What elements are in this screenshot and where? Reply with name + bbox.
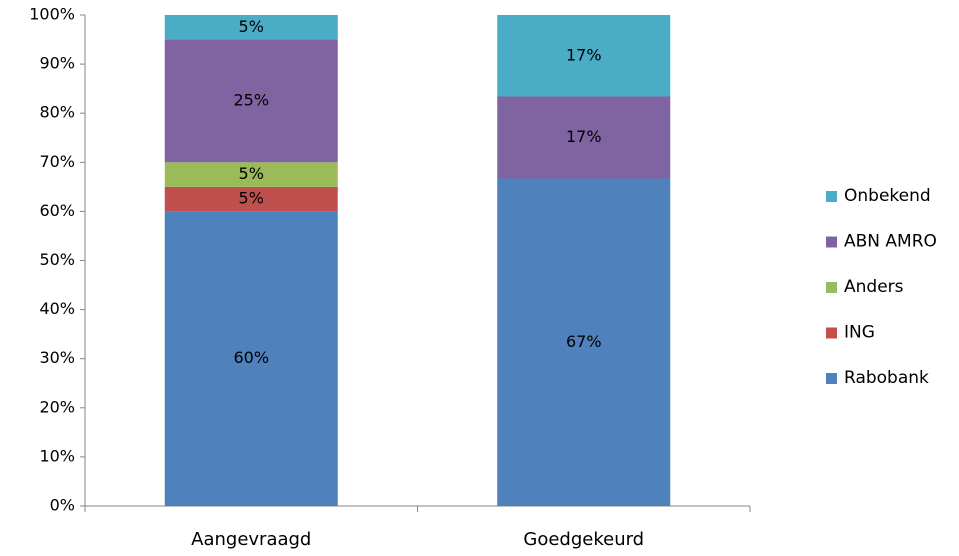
y-tick-label: 60% xyxy=(39,201,75,220)
legend-label: ABN AMRO xyxy=(844,232,937,252)
bar-segment xyxy=(164,211,338,506)
bar-segment xyxy=(164,186,338,212)
data-label: 25% xyxy=(233,90,269,109)
y-tick-label: 80% xyxy=(39,103,75,122)
legend-swatch xyxy=(826,327,837,339)
y-tick-label: 100% xyxy=(29,5,75,24)
bar-segment xyxy=(164,15,338,40)
y-tick-label: 90% xyxy=(39,54,75,73)
x-tick-label: Goedgekeurd xyxy=(523,529,644,550)
bar-segment xyxy=(497,15,671,97)
data-label: 67% xyxy=(566,332,602,351)
legend-swatch xyxy=(826,373,837,384)
y-tick-label: 50% xyxy=(39,250,75,269)
legend-swatch xyxy=(826,282,837,293)
data-label: 5% xyxy=(239,189,264,208)
data-label: 60% xyxy=(233,348,269,367)
y-tick-label: 30% xyxy=(39,348,75,367)
legend-label: ING xyxy=(844,323,875,343)
y-tick-label: 20% xyxy=(39,397,75,416)
y-tick-label: 40% xyxy=(39,299,75,318)
y-tick-label: 70% xyxy=(39,152,75,171)
data-label: 17% xyxy=(566,45,602,64)
y-tick-label: 0% xyxy=(50,496,75,515)
legend-label: Onbekend xyxy=(844,186,931,206)
legend-swatch xyxy=(826,236,837,248)
bar-segment xyxy=(497,178,671,507)
bar-segment xyxy=(164,39,338,163)
y-tick-label: 10% xyxy=(39,446,75,465)
legend-swatch xyxy=(826,191,837,202)
data-label: 5% xyxy=(239,17,264,36)
bar-segment xyxy=(497,96,671,179)
data-label: 5% xyxy=(239,164,264,183)
legend-label: Anders xyxy=(844,277,904,297)
x-tick-label: Aangevraagd xyxy=(191,529,311,550)
legend-label: Rabobank xyxy=(844,368,929,388)
bar-segment xyxy=(164,162,338,187)
data-label: 17% xyxy=(566,127,602,146)
